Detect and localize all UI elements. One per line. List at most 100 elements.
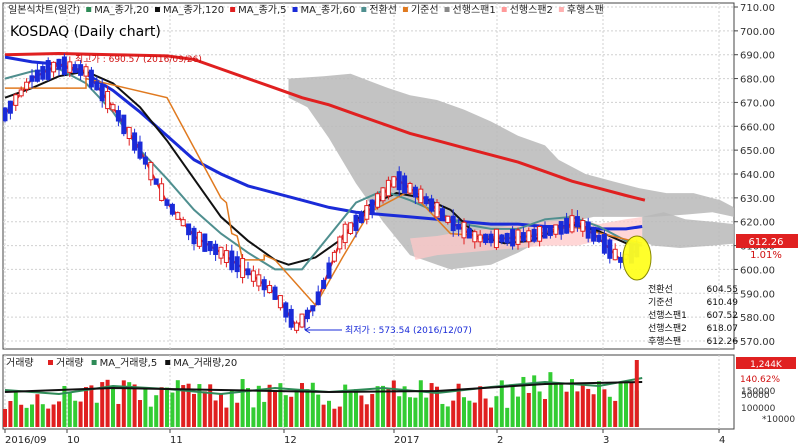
y-tick-label: 660.00 [740,122,775,133]
x-tick-label: 12 [284,435,297,446]
volume-bar [424,397,429,427]
volume-bar [235,402,240,427]
candle-body [326,262,332,279]
candle-body [510,228,516,247]
volume-bar [472,402,477,427]
ichimoku-row-value: 618.07 [707,324,739,334]
volume-bar [197,384,202,427]
volume-bar [445,406,450,427]
volume-bar [478,386,483,427]
candle-body [250,270,256,282]
volume-bar [618,383,623,427]
volume-bar [111,386,115,427]
candle-body [169,203,175,215]
volume-bar [462,397,466,427]
candle-body [380,187,386,202]
candle-body [315,291,321,306]
candle-body [472,231,478,243]
legend-swatch [86,7,92,12]
ichimoku-row-label: 선행스팬2 [648,322,687,334]
y-tick-label: 690.00 [740,51,775,62]
candle-body [612,248,618,261]
candle-body [477,234,483,243]
candle-body [618,256,624,263]
ichimoku-row-value: 612.26 [707,337,739,347]
candle-body [256,274,262,287]
volume-bar [121,380,126,427]
candle-body [369,199,375,214]
volume-bar [597,381,601,427]
legend-swatch [501,7,507,12]
candle-body [531,228,537,242]
cloud-grey-right [642,212,734,248]
volume-pct-label: 140.62% [740,375,780,385]
volume-bar [467,400,472,427]
volume-bar [381,385,385,427]
volume-bar [273,390,277,427]
volume-bar [613,400,618,427]
volume-bar [35,394,40,427]
candle-body [3,107,8,122]
volume-title: 거래량 [6,357,34,369]
volume-bar [289,396,294,427]
ichimoku-row-colon: : [708,324,711,334]
candle-body [499,234,505,243]
candle-body [186,223,192,236]
candle-body [72,64,78,74]
volume-unit-label: *10000 [762,415,795,425]
y-tick-label: 700.00 [740,27,775,38]
legend-label: 기준선 [411,4,439,16]
volume-bar [402,386,407,427]
volume-bar [348,392,353,427]
volume-bar [154,395,159,427]
candle-body [537,226,543,242]
candle-body [337,236,343,250]
volume-bar [494,396,499,427]
candle-body [191,227,197,245]
legend-swatch [402,7,408,12]
volume-bar [138,400,142,427]
ichimoku-row-colon: : [708,311,711,321]
volume-bar [564,391,569,427]
candle-body [51,61,57,73]
volume-bar [548,372,553,427]
volume-bar [408,397,412,427]
candle-body [558,221,564,235]
volume-bar [132,384,137,427]
ichimoku-row-label: 기준선 [648,297,673,308]
ichimoku-row-colon: : [708,285,711,295]
candle-body [272,286,278,300]
candle-body [358,212,364,224]
volume-bar [143,387,148,427]
volume-bar [537,391,542,427]
volume-bar [283,395,288,427]
legend-label: MA_종가,5 [238,4,286,16]
volume-bar [435,386,439,427]
volume-bar [213,400,218,427]
volume-tick-label: 100000 [741,404,776,414]
volume-bar [105,379,110,427]
volume-bar [456,383,461,427]
volume-bar [224,407,229,427]
volume-bar [78,401,83,427]
volume-bar [391,380,396,427]
candle-body [515,229,521,245]
last-price-box [736,234,798,248]
volume-bar [580,382,585,427]
volume-bar [100,382,105,427]
legend-label: 선행스팬2 [510,4,553,16]
candle-body [142,156,148,165]
volume-bar [40,404,45,427]
ichimoku-row-value: 610.49 [707,298,739,308]
last-price-label: 612.26 [749,237,784,248]
candle-body [180,219,186,227]
volume-legend-swatch [48,360,53,365]
volume-bar [483,398,488,427]
volume-bar [607,396,612,427]
volume-bar [186,383,191,427]
volume-bar [354,389,358,427]
volume-bar [570,379,574,427]
candle-body [504,232,510,244]
y-tick-label: 620.00 [740,218,775,229]
last-change-label: 1.01% [750,250,782,261]
